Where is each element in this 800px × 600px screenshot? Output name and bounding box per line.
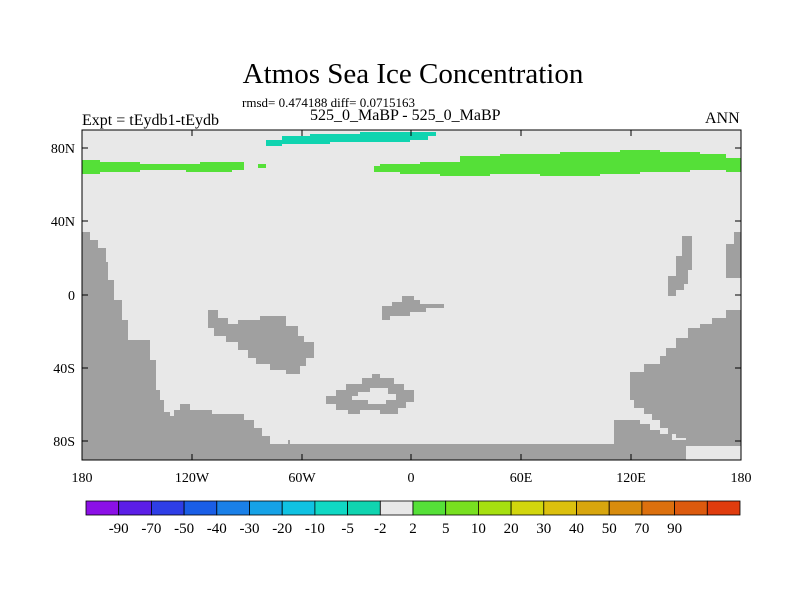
lat-label-40s: 40S: [53, 362, 75, 377]
colorbar: -90 -70 -50 -40 -30 -20 -10 -5 -2 2 5 10 20 30 40 50 70 9…: [85, 500, 741, 537]
colorbar-label: 50: [602, 521, 617, 537]
colorbar-swatch: [641, 500, 676, 516]
colorbar-swatch: [543, 500, 577, 516]
colorbar-label: -10: [305, 521, 325, 537]
colorbar-label: 2: [409, 521, 417, 537]
colorbar-swatch: [249, 500, 283, 516]
colorbar-label: -40: [207, 521, 227, 537]
colorbar-swatch: [347, 500, 381, 516]
lon-label-60e: 60E: [510, 471, 533, 486]
lon-label-180w: 180: [72, 471, 93, 486]
colorbar-label: 10: [471, 521, 486, 537]
colorbar-label: -70: [141, 521, 161, 537]
colorbar-swatch: [314, 500, 348, 516]
colorbar-label: -2: [374, 521, 387, 537]
land-southern-coast: [270, 420, 686, 460]
lat-label-80s: 80S: [53, 435, 75, 450]
colorbar-swatch: [674, 500, 708, 516]
land-southern-island: [326, 374, 414, 414]
lon-label-0: 0: [408, 471, 415, 486]
colorbar-swatch: [576, 500, 610, 516]
lon-label-60w: 60W: [288, 471, 316, 486]
land-eastern-continent: [726, 232, 741, 278]
land-eastern-island: [668, 236, 692, 296]
colorbar-label: 20: [504, 521, 519, 537]
lat-label-40n: 40N: [51, 215, 75, 230]
colorbar-label: 70: [634, 521, 649, 537]
colorbar-swatch: [281, 500, 316, 516]
plot-title: Atmos Sea Ice Concentration: [242, 58, 584, 90]
colorbar-swatch: [150, 500, 185, 516]
negative-anomaly-patch: [266, 132, 436, 146]
land-equatorial-island: [382, 296, 444, 320]
colorbar-swatch: [118, 500, 152, 516]
colorbar-swatch: [85, 500, 120, 516]
stats-line: rmsd= 0.474188 diff= 0.0715163: [242, 95, 415, 110]
lon-label-180e: 180: [731, 471, 752, 486]
lon-label-120e: 120E: [616, 471, 646, 486]
latitude-axis: 80N 40N 0 40S 80S: [51, 142, 741, 450]
lat-label-80n: 80N: [51, 142, 75, 157]
positive-anomaly-band-west: [82, 160, 244, 174]
case-label: 525_0_MaBP - 525_0_MaBP: [310, 107, 501, 124]
colorbar-label: 30: [536, 521, 551, 537]
colorbar-label: 90: [667, 521, 682, 537]
season-label: ANN: [705, 110, 740, 127]
colorbar-swatch: [216, 500, 250, 516]
land-central-continent: [208, 310, 314, 374]
colorbar-swatch: [608, 500, 643, 516]
positive-anomaly-speck: [258, 164, 266, 168]
longitude-axis: 180 120W 60W 0 60E 120E 180: [72, 130, 752, 486]
colorbar-swatch: [379, 500, 414, 516]
lat-label-0: 0: [68, 289, 75, 304]
land-western-continent: [82, 232, 282, 460]
experiment-label: Expt = tEydb1-tEydb: [82, 112, 220, 129]
colorbar-label: -30: [240, 521, 260, 537]
map-background: [82, 130, 741, 460]
colorbar-label: 40: [569, 521, 584, 537]
colorbar-label: -90: [109, 521, 129, 537]
colorbar-swatch: [445, 500, 479, 516]
colorbar-swatch: [183, 500, 218, 516]
colorbar-label: -20: [272, 521, 292, 537]
lon-label-120w: 120W: [175, 471, 210, 486]
colorbar-swatch: [477, 500, 512, 516]
colorbar-label: 5: [442, 521, 450, 537]
colorbar-swatch: [510, 500, 545, 516]
colorbar-swatch: [412, 500, 447, 516]
colorbar-swatch: [706, 500, 741, 516]
positive-anomaly-band-east: [374, 150, 741, 176]
colorbar-label: -50: [174, 521, 194, 537]
colorbar-label: -5: [341, 521, 354, 537]
land-eastern-continent-south: [630, 310, 741, 446]
